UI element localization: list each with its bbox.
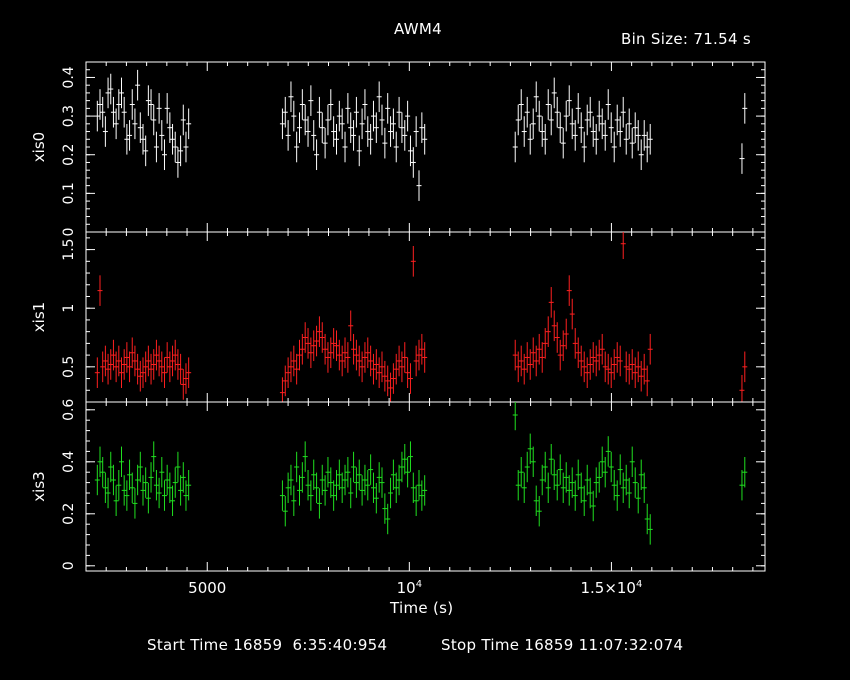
y-tick-label: 1.5: [61, 238, 77, 260]
start-time: Start Time 16859 6:35:40:954: [147, 636, 388, 654]
y-tick-label: 0.6: [61, 399, 77, 421]
y-tick-label: 0: [61, 228, 77, 237]
x-tick-label: 104: [397, 579, 422, 597]
y-tick-label: 0.2: [61, 503, 77, 525]
y-axis-label-xis3: xis3: [30, 471, 48, 501]
y-tick-label: 0.5: [61, 356, 77, 378]
bin-size-label: Bin Size: 71.54 s: [621, 30, 751, 48]
y-axis-label-xis1: xis1: [30, 302, 48, 332]
panel-frame-xis3: [85, 401, 766, 572]
y-axis-label-xis0: xis0: [30, 132, 48, 162]
y-tick-label: 0.4: [61, 451, 77, 473]
y-tick-label: 0.2: [61, 144, 77, 166]
chart-title: AWM4: [394, 20, 442, 38]
y-tick-label: 0.4: [61, 66, 77, 88]
y-tick-label: 0: [61, 561, 77, 570]
panel-frame-xis1: [85, 231, 766, 403]
x-tick-label: 1.5×104: [580, 579, 642, 597]
y-tick-label: 0.3: [61, 105, 77, 127]
x-tick-label: 5000: [188, 579, 226, 597]
x-axis-label: Time (s): [390, 599, 454, 617]
y-tick-label: 0.1: [61, 182, 77, 204]
stop-time: Stop Time 16859 11:07:32:074: [441, 636, 684, 654]
y-tick-label: 1: [61, 304, 77, 313]
